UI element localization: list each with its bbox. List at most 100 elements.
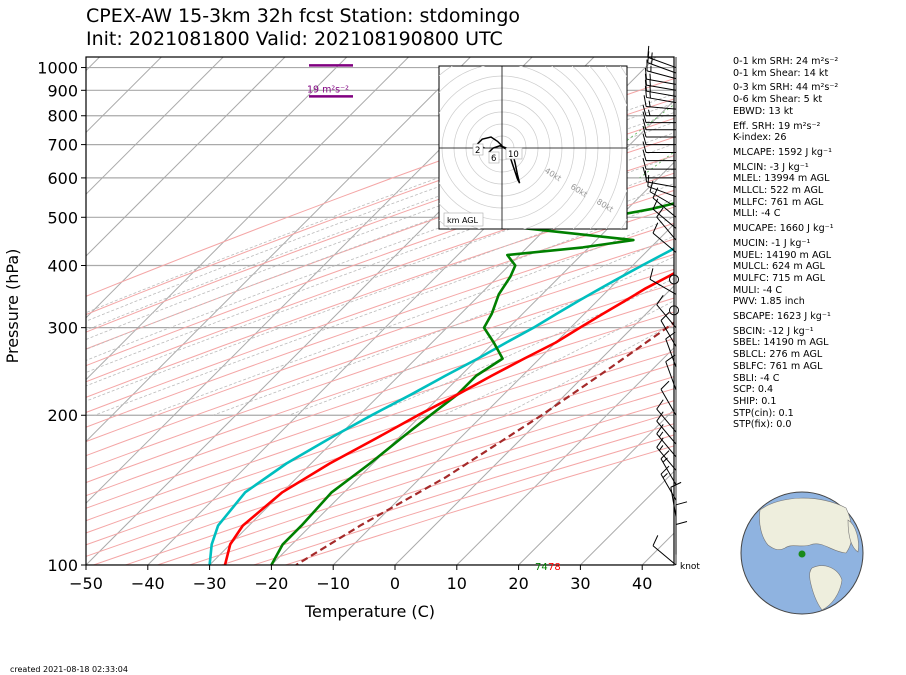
chart-title-line2: Init: 2021081800 Valid: 202108190800 UTC	[86, 28, 503, 50]
index-row: SCP: 0.4	[733, 384, 774, 396]
y-tick-label: 1000	[37, 59, 78, 78]
wind-barb	[656, 437, 677, 471]
wind-barb	[656, 295, 677, 328]
y-tick-label: 200	[47, 406, 78, 425]
dry-adiabat	[86, 206, 674, 413]
wind-barb	[642, 104, 676, 117]
wind-barb	[660, 312, 677, 347]
hodograph-unit-label: km AGL	[447, 216, 479, 225]
wind-barb	[656, 399, 677, 433]
mixing-ratio-line	[837, 57, 906, 178]
isotherm-line	[271, 161, 674, 565]
wind-barb	[644, 170, 677, 188]
surface-temperature-label: 78	[548, 562, 561, 573]
wind-barb	[660, 465, 677, 501]
index-row: Eff. SRH: 19 m²s⁻²	[733, 120, 821, 132]
index-row: MLCIN: -3 J kg⁻¹	[733, 161, 809, 173]
wind-barb	[647, 51, 677, 74]
wind-barb	[675, 501, 688, 535]
wind-barb	[652, 535, 677, 566]
isotherm-line	[86, 57, 286, 257]
index-row: SBLFC: 761 m AGL	[733, 360, 823, 372]
wind-barb	[644, 73, 677, 91]
created-timestamp: created 2021-08-18 02:33:04	[10, 665, 128, 674]
wind-barb	[665, 331, 677, 368]
wind-barb	[642, 141, 676, 153]
mixing-ratio-line	[884, 57, 906, 178]
dry-adiabat	[86, 351, 674, 546]
wind-unit-label: knot	[680, 562, 700, 572]
dry-adiabat	[86, 324, 674, 522]
wind-barb	[656, 411, 677, 445]
hodograph-height-box	[505, 147, 523, 160]
wind-barb	[642, 149, 676, 162]
wind-barb	[646, 59, 677, 80]
index-row: K-index: 26	[733, 132, 787, 144]
parcel-profile	[295, 321, 674, 565]
index-row: MULFC: 715 m AGL	[733, 272, 826, 284]
moist-adiabat	[86, 155, 674, 373]
wetbulb-profile	[208, 247, 674, 565]
x-tick-label: 40	[632, 574, 652, 593]
dry-adiabat	[86, 268, 674, 470]
index-row: MLLI: -4 C	[733, 208, 781, 220]
sounding-indices-panel: 0-1 km SRH: 24 m²s⁻² 0-1 km Shear: 14 kt 0…	[733, 56, 838, 431]
x-tick-label: 0	[390, 574, 400, 593]
x-tick-label: −40	[131, 574, 165, 593]
index-row: SBLI: -4 C	[733, 372, 780, 384]
temperature-profile	[223, 271, 674, 565]
isotherm-line	[209, 99, 674, 565]
wind-barb	[660, 450, 677, 485]
isotherm-line	[86, 57, 348, 319]
wind-barb	[642, 111, 676, 124]
hodograph-height-label: 2	[475, 146, 480, 156]
index-row: MULI: -4 C	[733, 284, 783, 296]
isotherm-line	[456, 347, 674, 565]
wind-barb	[652, 222, 677, 253]
index-row: 0-3 km SRH: 44 m²s⁻²	[733, 82, 839, 94]
x-axis-label: Temperature (C)	[304, 602, 435, 621]
y-tick-label: 700	[47, 136, 78, 155]
moist-adiabat	[86, 143, 674, 361]
dry-adiabat	[86, 98, 674, 316]
moist-adiabat	[86, 121, 674, 340]
hodograph-height-box	[488, 151, 500, 164]
wind-barb	[665, 354, 677, 390]
wind-barb	[652, 198, 677, 229]
index-row: MLCAPE: 1592 J kg⁻¹	[733, 146, 832, 158]
hodograph-height-label: 6	[491, 154, 496, 164]
wind-barb	[660, 380, 677, 416]
isotherm-line	[86, 57, 409, 381]
index-row: MUEL: 14190 m AGL	[733, 249, 832, 261]
dry-adiabat	[86, 297, 674, 497]
wind-barb	[642, 133, 676, 146]
wind-barb	[656, 424, 677, 458]
index-row: MLEL: 13994 m AGL	[733, 173, 830, 185]
x-tick-label: 30	[570, 574, 590, 593]
dry-adiabat	[86, 238, 674, 443]
index-row: PWV: 1.85 inch	[733, 296, 805, 308]
isotherm-line	[86, 57, 162, 134]
y-tick-label: 400	[47, 256, 78, 275]
index-row: SBCAPE: 1623 J kg⁻¹	[733, 311, 831, 323]
index-row: SBLCL: 276 m AGL	[733, 349, 823, 361]
calm-wind-circle	[669, 305, 679, 316]
hodograph-unit-box	[443, 212, 484, 227]
y-tick-label: 900	[47, 81, 78, 100]
moist-adiabat	[86, 183, 674, 402]
wind-barb	[656, 207, 677, 241]
x-tick-label: −30	[193, 574, 227, 593]
index-row: EBWD: 13 kt	[733, 105, 794, 117]
dry-adiabat	[86, 253, 674, 457]
index-row: STP(cin): 0.1	[733, 407, 794, 419]
wind-barb	[642, 125, 676, 138]
y-axis-label: Pressure (hPa)	[3, 249, 22, 364]
station-marker	[798, 550, 806, 558]
wind-barb	[642, 157, 676, 170]
globe-land-south-america	[809, 565, 843, 611]
wind-barb	[647, 175, 677, 198]
y-tick-label: 300	[47, 319, 78, 338]
wind-barb	[642, 118, 676, 131]
index-row: 0-1 km SRH: 24 m²s⁻²	[733, 56, 839, 67]
